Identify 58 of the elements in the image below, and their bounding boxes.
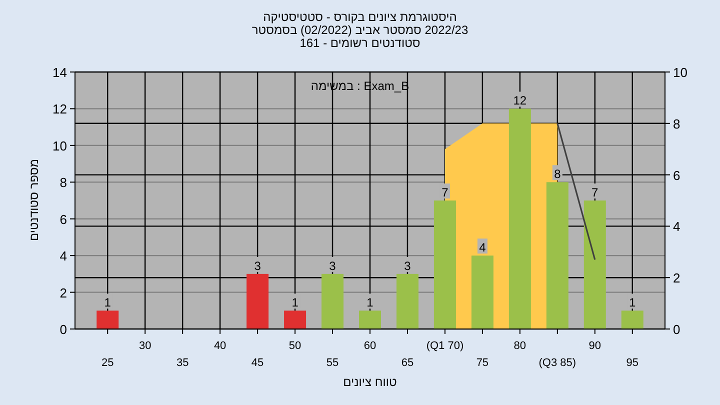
x-tick-label: 35 xyxy=(176,357,189,369)
y2-tick-label: 6 xyxy=(673,168,680,183)
bar xyxy=(546,182,568,329)
data-label: 1 xyxy=(104,296,112,310)
y-axis-title: מספר סטודנטים xyxy=(27,158,41,242)
y-tick-label: 6 xyxy=(60,212,67,227)
y-tick-label: 0 xyxy=(60,322,67,337)
bar xyxy=(246,274,269,329)
y-tick-label: 8 xyxy=(60,175,67,190)
x-axis-title: טווח ציונים xyxy=(343,375,398,389)
y2-tick-label: 8 xyxy=(673,116,680,132)
chart-subtitle: 2022/23 סמסטר אביב (02/2022) בסמסטר xyxy=(252,23,468,37)
x-tick-label: 40 xyxy=(214,340,226,352)
x-tick-label: 90 xyxy=(588,340,602,352)
x-tick-label: 65 xyxy=(401,357,414,369)
bar xyxy=(584,200,606,329)
data-label: 3 xyxy=(404,258,412,273)
x-tick-label: 55 xyxy=(326,357,339,369)
x-tick-label: 60 xyxy=(364,340,376,352)
bar xyxy=(322,274,344,329)
x-tick-label: 95 xyxy=(626,357,639,369)
data-label: 7 xyxy=(592,186,599,200)
data-label: 8 xyxy=(554,167,562,182)
bar xyxy=(434,200,456,329)
data-label: 7 xyxy=(442,186,449,200)
y-tick-label: 12 xyxy=(52,102,67,117)
x-tick-label: 50 xyxy=(288,340,302,352)
data-label: 1 xyxy=(366,296,374,310)
x-tick-label: (Q1 70) xyxy=(426,340,464,352)
y2-tick-label: 4 xyxy=(673,219,680,234)
y-tick-label: 4 xyxy=(60,248,67,264)
bar xyxy=(508,108,531,329)
y-tick-label: 10 xyxy=(52,138,67,154)
x-tick-label: 80 xyxy=(514,340,526,352)
data-label: 3 xyxy=(254,258,262,273)
data-label: 4 xyxy=(479,240,486,255)
x-tick-label: (Q3 85) xyxy=(538,357,576,369)
y2-tick-label: 10 xyxy=(673,65,688,80)
bar xyxy=(284,310,306,329)
bar xyxy=(621,310,644,329)
y2-tick-label: 0 xyxy=(673,322,680,337)
y2-tick-label: 2 xyxy=(673,270,680,286)
bar xyxy=(471,256,494,329)
bar xyxy=(396,274,418,329)
x-tick-label: 75 xyxy=(476,357,489,369)
text: סטודנטים רשומים - 161 xyxy=(300,36,420,50)
data-label: 1 xyxy=(629,296,636,310)
data-label: 3 xyxy=(329,258,336,273)
chart-title: היסטוגרמת ציונים בקורס - סטטיסטיקה xyxy=(263,10,457,24)
x-tick-label: 25 xyxy=(101,357,114,369)
y-tick-label: 2 xyxy=(60,285,67,300)
y-tick-label: 14 xyxy=(52,65,67,80)
x-tick-label: 45 xyxy=(251,357,264,369)
x-tick-label: 30 xyxy=(138,340,152,352)
data-label: 1 xyxy=(292,296,299,310)
data-label: 12 xyxy=(513,94,527,108)
bar xyxy=(96,310,119,329)
bar xyxy=(359,310,381,329)
